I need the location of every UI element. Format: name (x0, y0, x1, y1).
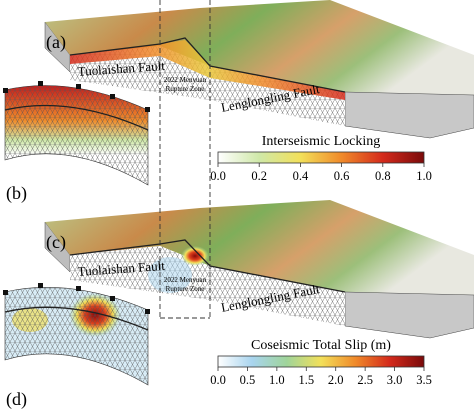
locking-band (70, 40, 345, 100)
fault-label: Tuolaishan Fault (77, 58, 166, 79)
inset-b (3, 81, 150, 186)
fault-trace (69, 239, 346, 293)
panel-label: (b) (6, 183, 27, 204)
rupture-label: 2022 Menyuan (164, 276, 207, 284)
tick-label: 1.0 (416, 169, 432, 183)
tick-label: 3.0 (387, 373, 403, 387)
panel-label: (d) (6, 389, 27, 410)
rupture-frame (159, 0, 211, 319)
colorbars: Interseismic Locking 0.0 0.2 0.4 0.6 0.8 1.0 Co… (210, 134, 432, 387)
tick-label: 0.5 (240, 373, 256, 387)
inset-d (3, 283, 150, 386)
tick-label: 2.5 (357, 373, 373, 387)
panel-label: (a) (46, 32, 66, 53)
tick-label: 0.2 (251, 169, 267, 183)
colorbar-title: Interseismic Locking (262, 134, 381, 149)
colorbar-title: Coseismic Total Slip (m) (251, 338, 391, 353)
block-a (44, 0, 474, 139)
tick-label: 0.0 (210, 169, 226, 183)
tick-label: 2.0 (328, 373, 344, 387)
tick-label: 0.8 (375, 169, 391, 183)
front-face (344, 291, 474, 339)
tick-label: 0.4 (293, 169, 309, 183)
fault-mesh-lines (70, 246, 345, 326)
tick-label: 1.5 (298, 373, 314, 387)
tick-label: 0.6 (334, 169, 350, 183)
colorbar (217, 151, 425, 164)
slip-peak (181, 246, 209, 266)
terrain (45, 200, 474, 295)
fault-label: Tuolaishan Fault (77, 258, 166, 279)
slip-patch (148, 257, 192, 293)
panel-label: (c) (46, 232, 66, 253)
tick-label: 3.5 (416, 373, 432, 387)
rupture-label: 2022 Menyuan (164, 76, 207, 84)
terrain (45, 0, 474, 95)
front-face (344, 91, 474, 139)
colorbar (217, 355, 425, 368)
tick-label: 0.0 (210, 373, 226, 387)
tick-label: 1.0 (269, 373, 285, 387)
block-c (44, 200, 474, 339)
rupture-label: Rupture Zone (166, 85, 205, 93)
rupture-label: Rupture Zone (166, 285, 205, 293)
fault-mesh-lines (70, 46, 345, 126)
fault-trace (69, 37, 346, 93)
